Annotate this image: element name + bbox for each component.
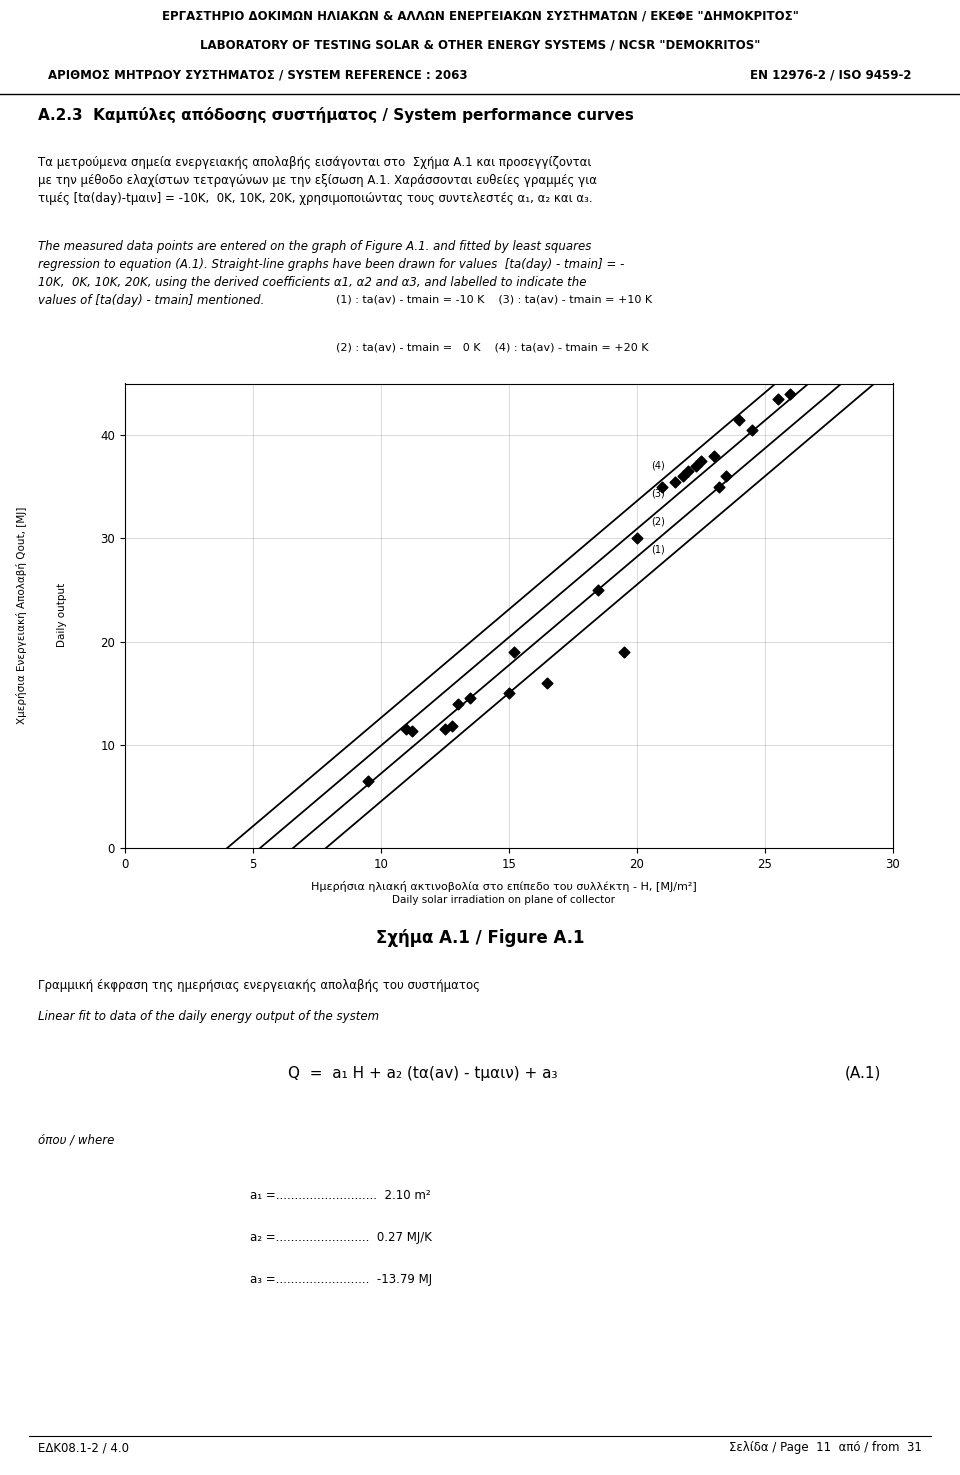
Point [693, 448, 708, 472]
Point [681, 460, 696, 484]
Text: (2) : ta(av) - tmain =   0 K    (4) : ta(av) - tmain = +20 K: (2) : ta(av) - tmain = 0 K (4) : ta(av) … [336, 342, 649, 353]
Point [398, 718, 414, 742]
Text: (A.1): (A.1) [845, 1066, 881, 1081]
Point [675, 465, 690, 488]
Text: Daily solar irradiation on plane of collector: Daily solar irradiation on plane of coll… [393, 895, 615, 906]
Point [719, 465, 734, 488]
Text: EN 12976-2 / ISO 9459-2: EN 12976-2 / ISO 9459-2 [751, 68, 912, 81]
Text: ΕΔΚ08.1-2 / 4.0: ΕΔΚ08.1-2 / 4.0 [38, 1441, 130, 1454]
Point [706, 444, 721, 468]
Point [450, 692, 466, 715]
Text: (1): (1) [651, 544, 665, 555]
Point [404, 720, 420, 743]
Point [770, 386, 785, 410]
Point [501, 681, 516, 705]
Point [540, 671, 555, 695]
Text: a₃ =.........................  -13.79 MJ: a₃ =......................... -13.79 MJ [250, 1273, 432, 1286]
Point [782, 382, 798, 406]
Text: ΕΡΓΑΣΤΗΡΙΟ ΔΟΚΙΜΩΝ ΗΛΙΑΚΩΝ & ΑΛΛΩΝ ΕΝΕΡΓΕΙΑΚΩΝ ΣΥΣΤΗΜΑΤΩΝ / ΕΚΕΦΕ "ΔΗΜΟΚΡΙΤΟΣ": ΕΡΓΑΣΤΗΡΙΟ ΔΟΚΙΜΩΝ ΗΛΙΑΚΩΝ & ΑΛΛΩΝ ΕΝΕΡΓ… [161, 10, 799, 22]
Point [655, 475, 670, 499]
Text: Γραμμική έκφραση της ημερήσιας ενεργειακής απολαβής του συστήματος: Γραμμική έκφραση της ημερήσιας ενεργειακ… [38, 979, 480, 993]
Point [711, 475, 727, 499]
Text: Ημερήσια ηλιακή ακτινοβολία στο επίπεδο του συλλέκτη - Η, [MJ/m²]: Ημερήσια ηλιακή ακτινοβολία στο επίπεδο … [311, 881, 697, 891]
Point [732, 407, 747, 431]
Text: (1) : ta(av) - tmain = -10 K    (3) : ta(av) - tmain = +10 K: (1) : ta(av) - tmain = -10 K (3) : ta(av… [336, 295, 652, 305]
Text: Σχήμα Α.1 / Figure A.1: Σχήμα Α.1 / Figure A.1 [375, 929, 585, 947]
Text: Q  =  a₁ H + a₂ (tα(av) - tμαιν) + a₃: Q = a₁ H + a₂ (tα(av) - tμαιν) + a₃ [288, 1066, 558, 1081]
Text: LABORATORY OF TESTING SOLAR & OTHER ENERGY SYSTEMS / NCSR "DEMOKRITOS": LABORATORY OF TESTING SOLAR & OTHER ENER… [200, 38, 760, 52]
Point [744, 419, 759, 442]
Text: Daily output: Daily output [58, 583, 67, 648]
Point [667, 469, 683, 493]
Point [360, 770, 375, 794]
Text: (2): (2) [651, 516, 665, 527]
Text: Σελίδα / Page  11  από / from  31: Σελίδα / Page 11 από / from 31 [729, 1441, 922, 1454]
Point [463, 687, 478, 711]
Text: ΑΡΙΘΜΟΣ ΜΗΤΡΩΟΥ ΣΥΣΤΗΜΑΤΟΣ / SYSTEM REFERENCE : 2063: ΑΡΙΘΜΟΣ ΜΗΤΡΩΟΥ ΣΥΣΤΗΜΑΤΟΣ / SYSTEM REFE… [48, 68, 468, 81]
Text: Linear fit to data of the daily energy output of the system: Linear fit to data of the daily energy o… [38, 1010, 379, 1022]
Point [629, 527, 644, 550]
Text: a₂ =.........................  0.27 MJ/K: a₂ =......................... 0.27 MJ/K [250, 1232, 431, 1245]
Point [590, 578, 606, 602]
Text: Τα μετρούμενα σημεία ενεργειακής απολαβής εισάγονται στο  Σχήμα Α.1 και προσεγγί: Τα μετρούμενα σημεία ενεργειακής απολαβή… [38, 156, 597, 205]
Point [437, 718, 452, 742]
Text: (4): (4) [651, 460, 665, 471]
Point [444, 714, 460, 738]
Point [688, 454, 704, 478]
Point [616, 640, 632, 664]
Text: (3): (3) [651, 488, 665, 499]
Text: a₁ =...........................  2.10 m²: a₁ =........................... 2.10 m² [250, 1189, 430, 1202]
Point [506, 640, 521, 664]
Text: The measured data points are entered on the graph of Figure A.1. and fitted by l: The measured data points are entered on … [38, 240, 625, 307]
Text: A.2.3  Καμπύλες απόδοσης συστήματος / System performance curves: A.2.3 Καμπύλες απόδοσης συστήματος / Sys… [38, 108, 635, 122]
Text: όπου / where: όπου / where [38, 1133, 115, 1146]
Text: Χμερήσια Ενεργειακή Απολαβή Qout, [MJ]: Χμερήσια Ενεργειακή Απολαβή Qout, [MJ] [15, 506, 27, 724]
